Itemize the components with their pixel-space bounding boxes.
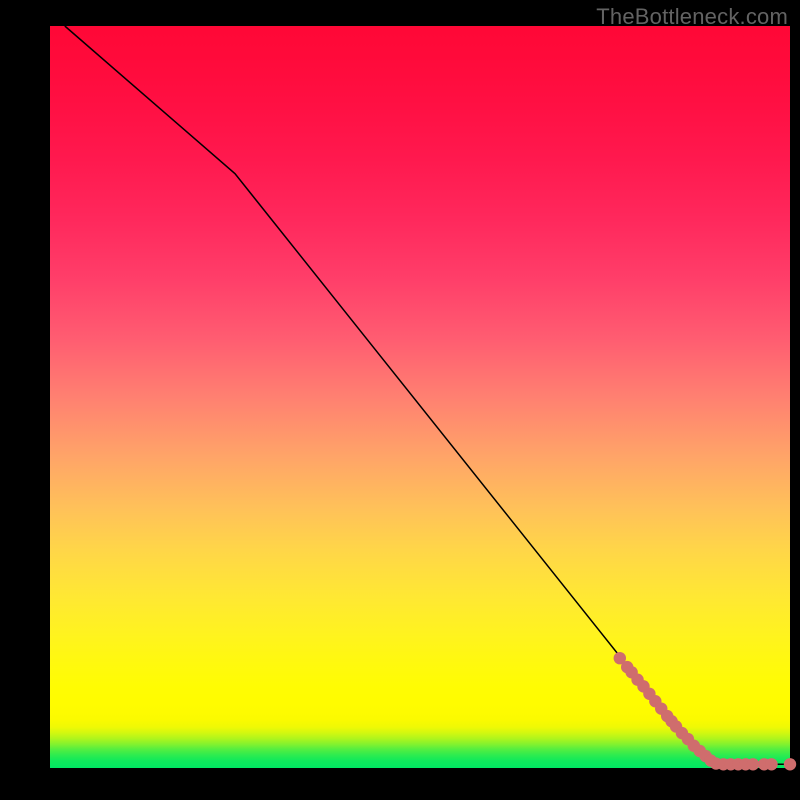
data-marker	[747, 758, 759, 770]
data-marker	[765, 758, 777, 770]
data-marker	[784, 758, 796, 770]
plot-background	[50, 26, 790, 768]
chart-svg	[0, 0, 800, 800]
watermark: TheBottleneck.com	[596, 4, 788, 30]
chart-container: { "watermark": { "text": "TheBottleneck.…	[0, 0, 800, 800]
